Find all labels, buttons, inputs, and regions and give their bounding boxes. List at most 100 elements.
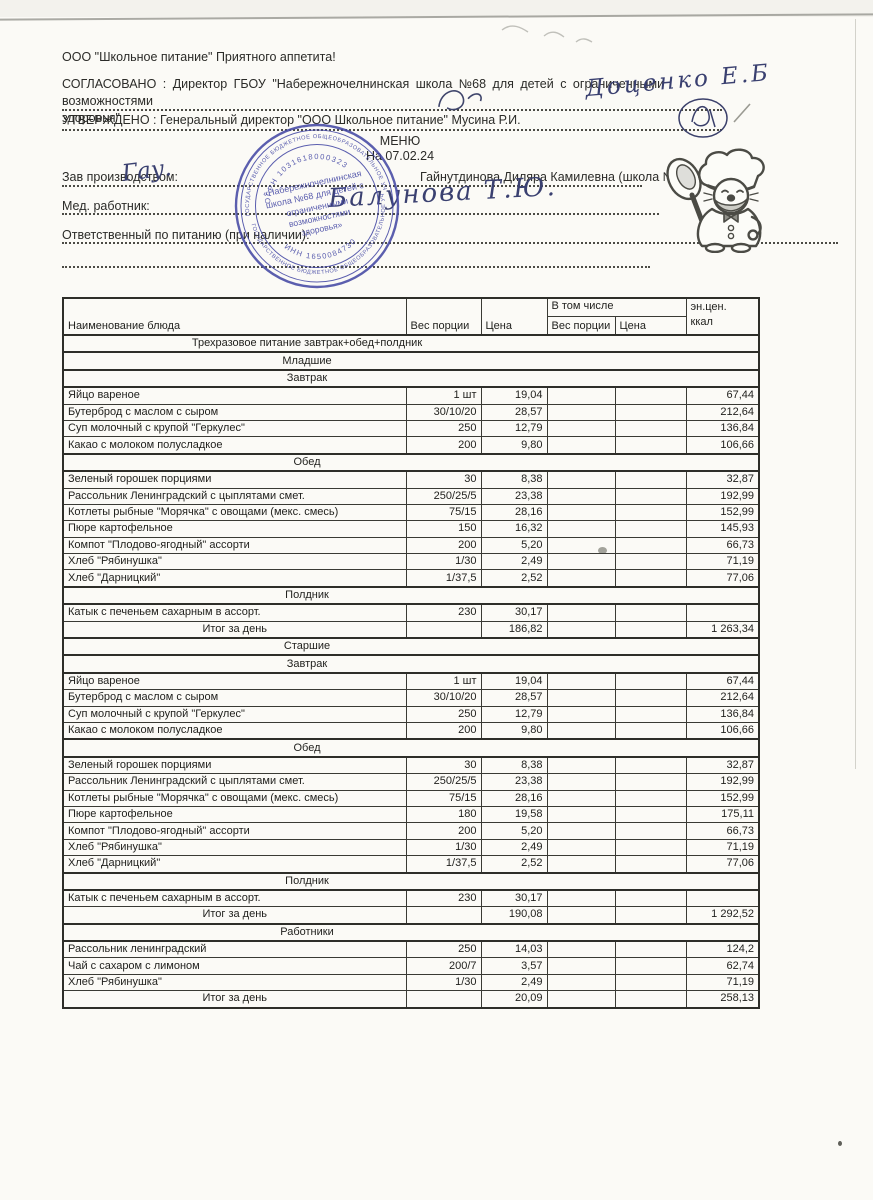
header-including: В том числе (546, 297, 687, 317)
dish-name-cell: Пюре картофельное (62, 520, 407, 538)
incl-price-cell (614, 419, 687, 438)
menu-row-item: Яйцо вареное 1 шт 19,04 67,44 (62, 672, 760, 691)
kcal-cell: 106,66 (685, 436, 760, 455)
agreed-line-1: СОГЛАСОВАНО : Директор ГБОУ "Набережноче… (62, 77, 665, 108)
medical-worker-dotted-line (62, 213, 659, 215)
price-cell: 23,38 (480, 487, 548, 505)
dish-name-cell: Катык с печеньем сахарным в ассорт. (62, 603, 407, 622)
price-cell: 2,49 (480, 553, 548, 571)
dish-name-cell: Яйцо вареное (62, 672, 407, 691)
approved-line: УТВЕРЖДЕНО : Генеральный директор "ООО Ш… (62, 113, 521, 127)
incl-portion-cell (546, 553, 616, 571)
kcal-cell: 124,2 (685, 940, 760, 959)
menu-row-item: Пюре картофельное 150 16,32 145,93 (62, 520, 760, 538)
production-manager-dotted-line (62, 185, 642, 187)
price-cell: 19,04 (480, 386, 548, 405)
dish-name-cell: Какао с молоком полусладкое (62, 721, 407, 740)
price-cell: 9,80 (480, 436, 548, 455)
incl-price-cell (614, 553, 687, 571)
incl-price-cell (614, 536, 687, 555)
price-cell: 23,38 (480, 773, 548, 791)
table-header-row: Наименование блюда Вес порции Цена В том… (62, 297, 760, 336)
portion-cell: 1/30 (405, 973, 482, 992)
portion-cell: 75/15 (405, 503, 482, 522)
incl-price-cell (614, 973, 687, 992)
portion-cell (405, 906, 482, 925)
menu-row-total: Итог за день 186,82 1 263,34 (62, 620, 760, 639)
menu-row-item: Хлеб "Рябинушка" 1/30 2,49 71,19 (62, 553, 760, 571)
dish-name-cell: Хлеб "Рябинушка" (62, 553, 407, 571)
price-cell: 8,38 (480, 470, 548, 489)
incl-portion-cell (546, 386, 616, 405)
menu-row-section: Полдник (62, 585, 760, 606)
portion-cell: 200 (405, 822, 482, 840)
portion-cell: 75/15 (405, 789, 482, 807)
dish-name-cell: Суп молочный с крупой "Геркулес" (62, 705, 407, 723)
incl-price-cell (614, 789, 687, 807)
bottom-dotted-line (62, 266, 650, 268)
incl-portion-cell (546, 789, 616, 807)
price-cell: 14,03 (480, 940, 548, 959)
portion-cell: 200 (405, 536, 482, 555)
incl-price-cell (614, 889, 687, 908)
menu-row-item: Катык с печеньем сахарным в ассорт. 230 30… (62, 889, 760, 908)
production-manager-name: Гайнутдинова Диляра Камилевна (школа №6 (420, 170, 683, 184)
incl-portion-cell (546, 520, 616, 538)
header-portion: Вес порции (405, 297, 482, 336)
company-line: ООО "Школьное питание" Приятного аппетит… (62, 50, 336, 64)
dish-name-cell: Суп молочный с крупой "Геркулес" (62, 419, 407, 438)
kcal-cell: 71,19 (685, 838, 760, 857)
menu-row-item: Хлеб "Рябинушка" 1/30 2,49 71,19 (62, 973, 760, 992)
incl-portion-cell (546, 822, 616, 840)
menu-table: Наименование блюда Вес порции Цена В том… (62, 297, 760, 1009)
incl-portion-cell (546, 403, 616, 421)
price-cell: 2,52 (480, 569, 548, 588)
portion-cell: 1/37,5 (405, 569, 482, 588)
kcal-cell: 62,74 (685, 957, 760, 975)
portion-cell: 180 (405, 805, 482, 824)
menu-row-item: Зеленый горошек порциями 30 8,38 32,87 (62, 470, 760, 489)
menu-row-item: Компот "Плодово-ягодный" ассорти 200 5,20 6… (62, 822, 760, 840)
section-title: Завтрак (62, 368, 760, 389)
menu-row-item: Яйцо вареное 1 шт 19,04 67,44 (62, 386, 760, 405)
incl-price-cell (614, 838, 687, 857)
incl-price-cell (614, 520, 687, 538)
incl-price-cell (614, 470, 687, 489)
price-cell: 28,16 (480, 503, 548, 522)
dish-name-cell: Бутерброд с маслом с сыром (62, 689, 407, 707)
price-cell: 9,80 (480, 721, 548, 740)
kcal-cell: 152,99 (685, 503, 760, 522)
kcal-cell: 77,06 (685, 569, 760, 588)
price-cell: 28,16 (480, 789, 548, 807)
dish-name-cell: Зеленый горошек порциями (62, 756, 407, 775)
incl-price-cell (614, 436, 687, 455)
menu-title: МЕНЮ (379, 134, 421, 148)
kcal-cell: 212,64 (685, 689, 760, 707)
menu-row-item: Рассольник Ленинградский с цыплятами сме… (62, 487, 760, 505)
dish-name-cell: Чай с сахаром с лимоном (62, 957, 407, 975)
incl-price-cell (614, 386, 687, 405)
kcal-cell: 32,87 (685, 756, 760, 775)
kcal-cell: 136,84 (685, 419, 760, 438)
portion-cell: 200 (405, 436, 482, 455)
nutrition-responsible-dotted-line (62, 242, 838, 244)
incl-portion-cell (546, 503, 616, 522)
menu-table-body: Трехразовое питание завтрак+обед+полдник… (62, 333, 760, 1009)
portion-cell: 200 (405, 721, 482, 740)
menu-row-item: Рассольник Ленинградский с цыплятами сме… (62, 773, 760, 791)
incl-price-cell (614, 705, 687, 723)
kcal-cell: 145,93 (685, 520, 760, 538)
dish-name-cell: Зеленый горошек порциями (62, 470, 407, 489)
portion-cell: 30 (405, 756, 482, 775)
dish-name-cell: Итог за день (62, 620, 407, 639)
incl-price-cell (614, 855, 687, 873)
dish-name-cell: Хлеб "Рябинушка" (62, 838, 407, 857)
incl-price-cell (614, 906, 687, 925)
menu-row-item: Суп молочный с крупой "Геркулес" 250 12,79… (62, 705, 760, 723)
kcal-cell: 66,73 (685, 536, 760, 555)
production-manager-label: Зав производством: (62, 170, 178, 184)
incl-portion-cell (546, 721, 616, 740)
incl-portion-cell (546, 773, 616, 791)
incl-portion-cell (546, 705, 616, 723)
incl-portion-cell (546, 672, 616, 691)
